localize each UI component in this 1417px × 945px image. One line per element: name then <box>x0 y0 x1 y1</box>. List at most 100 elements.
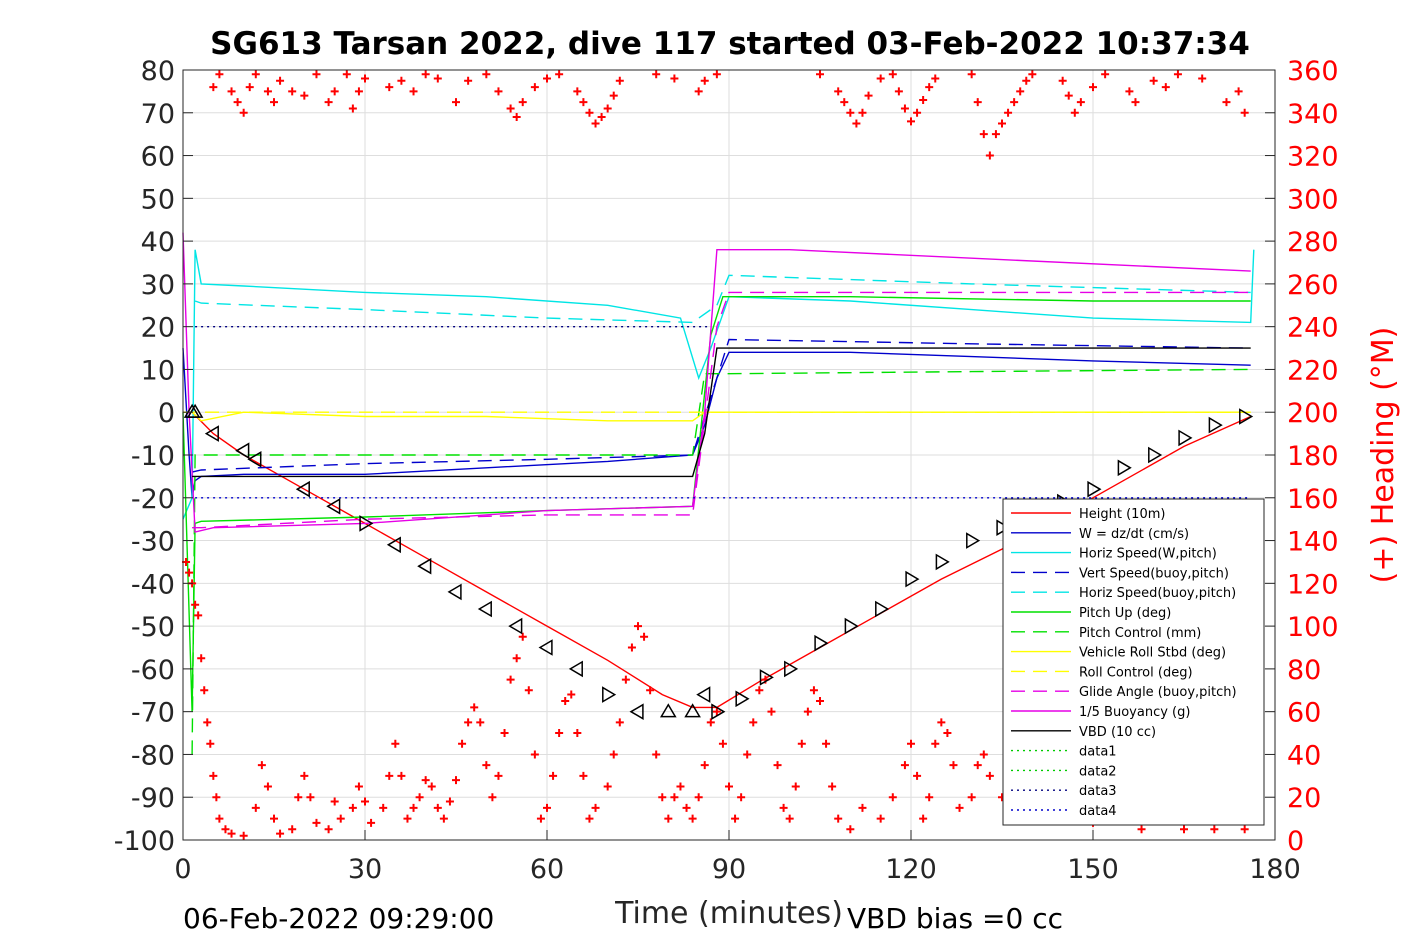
heading-point <box>725 782 733 791</box>
y-tick-label: 0 <box>158 398 175 429</box>
heading-point <box>1004 108 1013 117</box>
heading-point <box>421 776 430 785</box>
y2-tick-label: 280 <box>1287 227 1339 258</box>
heading-point <box>955 803 964 812</box>
heading-point <box>306 793 315 802</box>
footer-vbd-bias: VBD bias =0 cc <box>847 902 1063 935</box>
series-line-11 <box>182 232 1251 533</box>
dive-marker <box>235 442 250 460</box>
y-tick-label: 10 <box>141 355 175 386</box>
heading-point <box>931 74 940 83</box>
heading-point <box>894 87 903 96</box>
heading-point <box>300 771 309 780</box>
heading-point <box>330 797 339 806</box>
heading-point <box>433 74 442 83</box>
heading-point <box>925 793 934 802</box>
heading-point <box>731 814 740 823</box>
y2-tick-label: 40 <box>1287 740 1321 771</box>
footer-date: 06-Feb-2022 09:29:00 <box>183 902 494 935</box>
heading-point <box>864 91 873 100</box>
y-tick-label: -90 <box>131 783 175 814</box>
heading-point <box>1131 98 1140 107</box>
heading-point <box>512 113 521 122</box>
heading-point <box>276 829 285 838</box>
heading-point <box>907 739 915 748</box>
heading-point <box>1089 83 1097 92</box>
heading-point <box>494 87 503 96</box>
heading-point <box>973 98 982 107</box>
dive-marker <box>447 583 462 601</box>
heading-point <box>543 74 551 83</box>
heading-point <box>718 739 727 748</box>
legend-label: Vehicle Roll Stbd (deg) <box>1079 646 1226 661</box>
heading-point <box>536 814 545 823</box>
dive-marker <box>844 617 859 635</box>
heading-point <box>573 87 582 96</box>
heading-point <box>949 761 958 770</box>
y-tick-label: -30 <box>131 527 175 558</box>
heading-point <box>185 568 194 577</box>
dive-marker <box>538 639 553 656</box>
heading-point <box>494 771 503 780</box>
heading-point <box>385 83 394 92</box>
heading-point <box>439 814 448 823</box>
heading-point <box>767 707 776 716</box>
legend-label: data2 <box>1079 764 1117 779</box>
heading-point <box>743 750 752 759</box>
heading-point <box>445 797 454 806</box>
y2-tick-label: 60 <box>1287 698 1321 729</box>
y-tick-label: 30 <box>141 270 175 301</box>
heading-point <box>385 771 394 780</box>
heading-point <box>1125 87 1134 96</box>
heading-point <box>603 782 612 791</box>
legend-label: data1 <box>1079 745 1117 760</box>
heading-point <box>991 130 1000 139</box>
heading-point <box>1101 70 1110 79</box>
heading-point <box>876 74 885 83</box>
heading-point <box>288 825 297 834</box>
heading-point <box>979 130 988 139</box>
heading-point <box>658 793 667 802</box>
heading-point <box>822 739 831 748</box>
heading-point <box>1180 825 1188 834</box>
heading-point <box>694 793 703 802</box>
heading-point <box>464 718 473 727</box>
heading-point <box>294 793 303 802</box>
heading-point <box>797 739 806 748</box>
heading-point <box>324 98 333 107</box>
series-line-3 <box>182 249 1255 520</box>
heading-point <box>488 793 497 802</box>
heading-point <box>834 87 843 96</box>
legend-label: Roll Control (deg) <box>1079 665 1193 680</box>
heading-point <box>1173 70 1182 79</box>
dive-marker <box>759 669 774 686</box>
heading-point <box>257 761 266 770</box>
heading-point <box>755 686 764 695</box>
heading-point <box>1022 76 1031 85</box>
y-tick-label: -20 <box>131 484 175 515</box>
dive-marker <box>875 600 890 618</box>
heading-point <box>785 814 794 823</box>
dive-marker <box>326 497 341 515</box>
x-axis-label: Time (minutes) <box>614 896 843 931</box>
heading-point <box>913 108 922 117</box>
heading-point <box>482 70 491 79</box>
y2-tick-label: 220 <box>1287 355 1339 386</box>
heading-point <box>427 782 436 791</box>
heading-point <box>512 654 521 663</box>
heading-point <box>342 70 351 79</box>
heading-point <box>452 98 460 107</box>
series-layer <box>182 232 1255 755</box>
dive-marker <box>735 690 750 708</box>
dive-marker <box>1239 408 1254 425</box>
heading-point <box>348 104 357 113</box>
heading-point <box>585 108 594 117</box>
legend-label: 1/5 Buoyancy (g) <box>1079 705 1190 720</box>
heading-point <box>652 750 661 759</box>
dive-marker <box>1148 446 1163 464</box>
heading-point <box>913 771 922 780</box>
dive-marker <box>966 532 981 549</box>
series-line-7 <box>191 368 1251 755</box>
legend-label: W = dz/dt (cm/s) <box>1079 527 1189 542</box>
